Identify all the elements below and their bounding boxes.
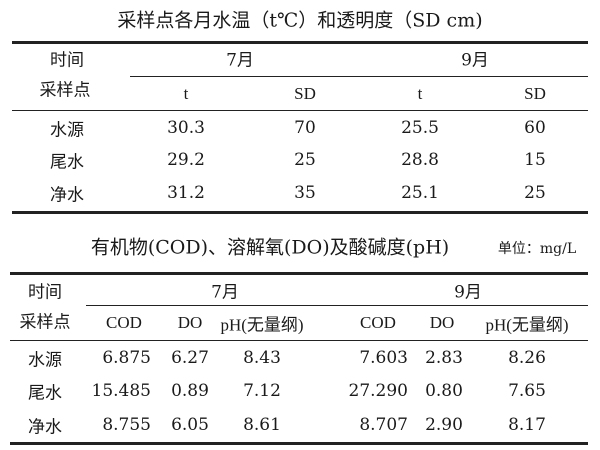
table1-cell: 60 — [524, 118, 546, 138]
table2-corner-time: 时间 — [28, 282, 62, 303]
table1-cell: 70 — [294, 118, 316, 138]
table1-row-site: 尾水 — [50, 152, 84, 173]
table1-cell: 31.2 — [167, 183, 205, 203]
table1-subheader: t — [183, 84, 189, 103]
table2-subheader: DO — [429, 313, 455, 332]
table1-cell: 25 — [294, 150, 316, 170]
table2-cell: 8.755 — [102, 415, 151, 435]
table1-row-site: 水源 — [50, 120, 84, 141]
table2-cell: 0.89 — [171, 381, 209, 401]
table1-title: 采样点各月水温（t℃）和透明度（SD cm) — [117, 9, 483, 32]
table2-cell: 0.80 — [425, 381, 463, 401]
table1-month-9: 9月 — [461, 50, 489, 71]
table1-cell: 29.2 — [167, 150, 205, 170]
table1-header-rule — [12, 110, 588, 111]
table2-corner-site: 采样点 — [19, 312, 71, 333]
table1-bottom-rule — [12, 211, 588, 214]
table1-top-rule — [12, 41, 588, 44]
table2-cell: 8.17 — [508, 415, 546, 435]
table2-title: 有机物(COD)、溶解氧(DO)及酸碱度(pH) — [90, 236, 450, 259]
table1-subheader: SD — [294, 84, 316, 103]
table1-row-site: 净水 — [50, 185, 84, 206]
table1-cell: 28.8 — [401, 150, 439, 170]
table1-cell: 25.1 — [401, 183, 439, 203]
table1-cell: 30.3 — [167, 118, 205, 138]
table1-cell: 35 — [294, 183, 316, 203]
table2-cell: 8.61 — [243, 415, 281, 435]
table2-cell: 7.603 — [359, 348, 408, 368]
table1-cell: 15 — [524, 150, 546, 170]
table2-subheader: COD — [360, 313, 396, 332]
table1-corner-site: 采样点 — [39, 80, 91, 101]
table1-mid-rule — [130, 76, 588, 77]
table2-mid-rule — [86, 305, 588, 306]
table2-cell: 7.12 — [243, 381, 281, 401]
table2-cell: 7.65 — [508, 381, 546, 401]
table2-cell: 15.485 — [91, 381, 151, 401]
table2-cell: 8.26 — [508, 348, 546, 368]
table1-month-7: 7月 — [226, 50, 254, 71]
table2-subheader: COD — [106, 313, 142, 332]
table1-corner-time: 时间 — [50, 50, 84, 71]
table2-top-rule — [10, 272, 588, 275]
table2-subheader: pH(无量纲) — [485, 315, 569, 335]
table2-subheader: pH(无量纲) — [220, 315, 304, 335]
table2-month-7: 7月 — [211, 282, 239, 303]
table2-cell: 2.90 — [425, 415, 463, 435]
table2-cell: 6.875 — [102, 348, 151, 368]
table2-cell: 2.83 — [425, 348, 463, 368]
table1-cell: 25 — [524, 183, 546, 203]
table2-row-site: 水源 — [28, 350, 62, 371]
table2-header-rule — [10, 340, 588, 341]
table2-cell: 6.27 — [171, 348, 209, 368]
table2-cell: 27.290 — [348, 381, 408, 401]
table2-bottom-rule — [10, 442, 588, 445]
table2-cell: 6.05 — [171, 415, 209, 435]
table2-cell: 8.43 — [243, 348, 281, 368]
table2-cell: 8.707 — [359, 415, 408, 435]
table2-row-site: 尾水 — [28, 383, 62, 404]
table2-row-site: 净水 — [28, 417, 62, 438]
table2-month-9: 9月 — [454, 282, 482, 303]
table1-cell: 25.5 — [401, 118, 439, 138]
table2-unit: 单位：mg/L — [497, 241, 577, 257]
table1-subheader: t — [417, 84, 423, 103]
table1-subheader: SD — [524, 84, 546, 103]
table2-subheader: DO — [177, 313, 203, 332]
